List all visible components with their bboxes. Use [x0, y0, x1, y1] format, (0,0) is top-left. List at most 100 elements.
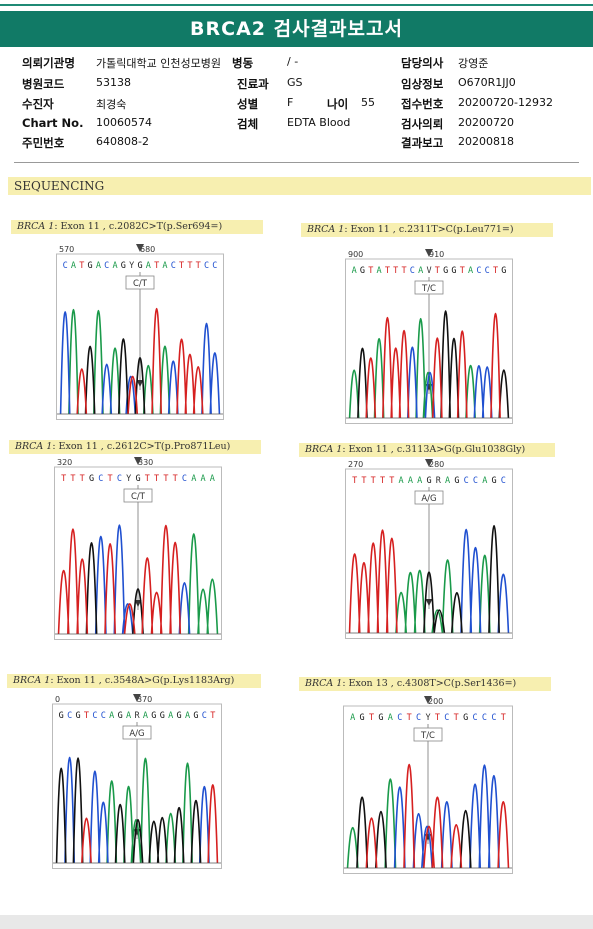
base-call: A — [143, 711, 148, 721]
trace-C — [64, 757, 210, 864]
variant-detail: : Exon 11 , c.2311T>C(p.Leu771=) — [344, 224, 514, 235]
sex-value: F — [287, 96, 294, 109]
base-call: C — [117, 474, 122, 484]
genotype-call: C/T — [131, 492, 146, 502]
base-call: T — [435, 266, 440, 276]
variant-label-4: BRCA 1: Exon 11 , c.3113A>G(p.Glu1038Gly… — [299, 443, 555, 457]
code-value: 53138 — [96, 76, 131, 89]
base-call: A — [71, 261, 76, 271]
base-call: C — [464, 476, 469, 486]
trace-G — [84, 338, 146, 415]
base-call: T — [80, 474, 85, 484]
base-call: V — [426, 266, 431, 276]
base-call: A — [482, 476, 487, 486]
base-call: C — [63, 261, 68, 271]
base-call: C — [416, 713, 421, 723]
genotype-call: T/C — [421, 284, 436, 294]
base-call: T — [187, 261, 192, 271]
position-number: 910 — [429, 250, 444, 259]
base-call: C — [202, 711, 207, 721]
hospital-label: 의뢰기관명 — [22, 56, 75, 70]
base-call: R — [134, 711, 140, 721]
base-call: G — [118, 711, 123, 721]
base-call: G — [75, 711, 80, 721]
variant-detail: : Exon 11 , c.3548A>G(p.Lys1183Arg) — [50, 675, 235, 686]
base-call: C — [476, 266, 481, 276]
trace-T — [365, 763, 510, 869]
position-number: 570 — [59, 245, 74, 254]
variant-label-1: BRCA 1: Exon 11 , c.2082C>T(p.Ser694=) — [11, 220, 263, 234]
base-call: A — [191, 474, 196, 484]
base-call: A — [185, 711, 190, 721]
base-call: R — [436, 476, 442, 486]
variant-gene: BRCA 1 — [13, 675, 51, 686]
base-call: T — [361, 476, 366, 486]
base-call: Y — [129, 261, 134, 271]
trace-G — [85, 542, 144, 635]
base-call: T — [84, 711, 89, 721]
base-call: C — [204, 261, 209, 271]
base-call: T — [393, 266, 398, 276]
request-label: 검사의뢰 — [401, 117, 444, 131]
variant-label-2: BRCA 1: Exon 11 , c.2311T>C(p.Leu771=) — [301, 223, 553, 237]
base-call: G — [177, 711, 182, 721]
base-call: G — [463, 713, 468, 723]
specimen-value: EDTA Blood — [287, 116, 351, 129]
base-call: C — [98, 474, 103, 484]
genotype-call: A/G — [129, 729, 144, 739]
base-call: T — [460, 266, 465, 276]
base-call: T — [501, 713, 506, 723]
base-call: G — [454, 476, 459, 486]
base-call: T — [61, 474, 66, 484]
base-call: A — [418, 266, 423, 276]
base-call: T — [369, 713, 374, 723]
position-number: 370 — [137, 695, 152, 704]
trace-C — [393, 764, 500, 869]
variant-gene: BRCA 1 — [305, 444, 343, 455]
base-call: A — [126, 711, 131, 721]
base-call: A — [352, 266, 357, 276]
base-call: C — [444, 713, 449, 723]
dept-label: 진료과 — [237, 77, 269, 91]
patient-label: 수진자 — [22, 97, 54, 111]
page-bottom — [0, 915, 593, 929]
chart-label: Chart No. — [22, 116, 84, 130]
trace-A — [68, 309, 171, 415]
section-title: SEQUENCING — [8, 177, 591, 195]
base-call: A — [350, 713, 355, 723]
base-call: C — [212, 261, 217, 271]
base-call: T — [210, 711, 215, 721]
variant-label-5: BRCA 1: Exon 11 , c.3548A>G(p.Lys1183Arg… — [7, 674, 261, 688]
base-call: C — [104, 261, 109, 271]
base-call: G — [160, 711, 165, 721]
id-value: 640808-2 — [96, 135, 149, 148]
trace-C — [59, 311, 221, 415]
base-call: T — [493, 266, 498, 276]
base-call: T — [173, 474, 178, 484]
age-value: 55 — [361, 96, 375, 109]
position-number: 200 — [428, 697, 443, 706]
trace-C — [94, 524, 191, 635]
specimen-label: 검체 — [237, 117, 259, 131]
base-call: A — [168, 711, 173, 721]
base-call: Y — [425, 713, 430, 723]
report-title: BRCA2 검사결과보고서 — [0, 11, 593, 47]
base-call: T — [79, 261, 84, 271]
trace-T — [365, 312, 501, 419]
result-label: 결과보고 — [401, 136, 444, 150]
trace-G — [357, 310, 510, 419]
genotype-call: T/C — [420, 731, 435, 741]
trace-T — [76, 308, 204, 415]
variant-gene: BRCA 1 — [305, 678, 343, 689]
trace-A — [187, 533, 219, 635]
base-call: A — [109, 711, 114, 721]
base-call: T — [407, 713, 412, 723]
base-call: T — [179, 261, 184, 271]
clinical-label: 임상정보 — [401, 77, 444, 91]
base-call: C — [182, 474, 187, 484]
variant-label-6: BRCA 1: Exon 13 , c.4308T>C(p.Ser1436=) — [299, 677, 551, 691]
base-call: C — [482, 713, 487, 723]
